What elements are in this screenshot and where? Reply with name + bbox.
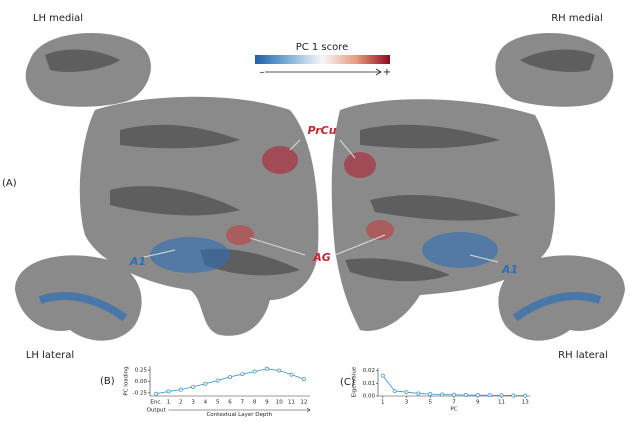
- panel-label: (A): [2, 178, 17, 189]
- line: [156, 368, 304, 395]
- point: [191, 384, 196, 389]
- x-tick-label: 7: [241, 400, 245, 406]
- x-tick-label: 12: [300, 400, 307, 406]
- colorbar-max: +: [383, 67, 391, 78]
- point: [499, 393, 504, 398]
- x-tick-label: 1: [381, 400, 385, 406]
- x-tick-label: 5: [216, 400, 220, 406]
- y-tick-label: 0.02: [363, 368, 375, 374]
- point: [452, 392, 456, 397]
- point: [289, 372, 294, 377]
- point: [215, 378, 220, 383]
- point: [380, 373, 385, 378]
- roi-label: A1: [501, 263, 518, 276]
- point: [203, 381, 208, 386]
- view-label: RH medial: [551, 13, 603, 24]
- point: [511, 393, 516, 398]
- x-tick-label: 9: [265, 400, 269, 406]
- point: [404, 390, 409, 395]
- colorbar-arrow: [265, 68, 382, 76]
- y-tick-label: 0.01: [363, 381, 375, 387]
- x-tick-label: 8: [253, 400, 257, 406]
- x-tick-label: 7: [452, 400, 456, 406]
- point: [463, 393, 468, 397]
- point: [228, 374, 232, 379]
- point: [277, 368, 282, 373]
- roi-label: A1: [129, 255, 146, 268]
- brain-images: [15, 33, 625, 341]
- point: [487, 393, 492, 398]
- x-tick-label: 11: [498, 400, 505, 406]
- point: [475, 393, 480, 398]
- roi-label: AG: [312, 251, 331, 264]
- x-tick-label: 3: [405, 400, 409, 406]
- roi-label: PrCu: [307, 124, 336, 137]
- x-tick-label: 11: [288, 400, 295, 406]
- point: [178, 387, 183, 392]
- point: [392, 388, 397, 393]
- x-axis-label: Contextual Layer Depth: [206, 412, 272, 418]
- view-label: RH lateral: [558, 350, 608, 361]
- point: [523, 393, 528, 398]
- point: [166, 389, 171, 394]
- x-tick-label: 5: [429, 400, 433, 406]
- x-tick-label: 9: [476, 400, 480, 406]
- x-axis-label: PC: [450, 407, 457, 413]
- x-tick-label: 2: [179, 400, 183, 406]
- point: [428, 392, 433, 397]
- point: [301, 377, 306, 382]
- x-tick-label: 10: [276, 400, 283, 406]
- y-axis-label: PC loading: [124, 366, 130, 395]
- colorbar-min: –: [260, 67, 265, 78]
- x-tick-label: 6: [228, 400, 232, 406]
- colorbar-title: PC 1 score: [296, 42, 349, 53]
- point: [154, 391, 159, 396]
- y-tick-label: 0.25: [135, 368, 148, 374]
- axis: [149, 366, 310, 397]
- line: [382, 375, 526, 397]
- point: [252, 369, 257, 374]
- panel-label: (B): [100, 376, 115, 387]
- x-tick-label: 3: [191, 400, 195, 406]
- x-tick-label: 1: [167, 400, 171, 406]
- y-tick-label: -0.25: [133, 390, 148, 396]
- view-label: LH medial: [33, 13, 83, 24]
- y-axis-label: Eigenvalue: [352, 366, 358, 397]
- y-tick-label: 0.00: [135, 379, 148, 385]
- colorbar: [255, 55, 390, 64]
- view-label: LH lateral: [26, 350, 74, 361]
- point: [440, 392, 445, 397]
- x-tick-label: 4: [204, 400, 208, 406]
- axis-arrow: [168, 407, 311, 413]
- panel-label: (C): [340, 377, 355, 388]
- x-tick-label: Enc.: [150, 400, 162, 406]
- x-tick-label: 13: [522, 400, 529, 406]
- point: [240, 372, 245, 377]
- point: [264, 366, 269, 371]
- point: [416, 391, 421, 396]
- x-sublabel: Output: [147, 408, 167, 414]
- y-tick-label: 0.00: [363, 394, 376, 400]
